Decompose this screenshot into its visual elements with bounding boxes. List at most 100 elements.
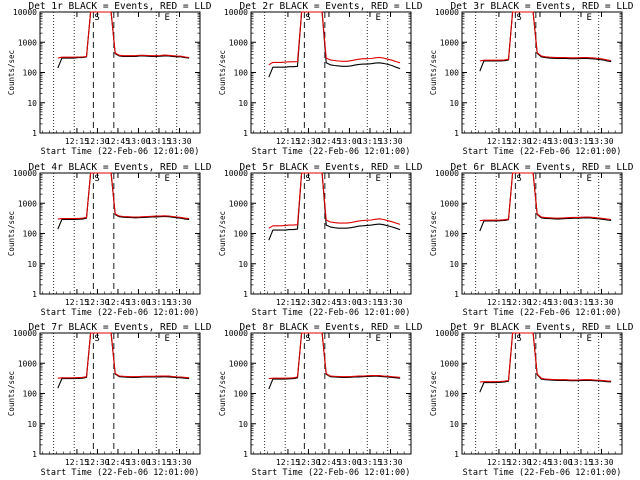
x-tick-label: 12:30	[507, 458, 531, 467]
x-tick-label: 13:15	[147, 137, 171, 146]
x-tick-label: 13:00	[337, 298, 361, 307]
y-tick-label: 10	[238, 99, 248, 108]
x-tick-label: 13:00	[548, 137, 572, 146]
series-events-line	[57, 172, 190, 230]
y-axis-label: Counts/sec	[429, 211, 438, 256]
y-axis-label: Counts/sec	[218, 50, 227, 95]
y-tick-label: 100	[23, 230, 38, 239]
y-tick-label: 100	[234, 390, 249, 399]
x-axis-label: Start Time (22-Feb-06 12:01:00)	[41, 468, 200, 478]
x-tick-label: 13:00	[126, 298, 150, 307]
series-lld-line	[57, 332, 190, 379]
end-marker: E	[375, 334, 380, 344]
y-tick-label: 100	[445, 69, 460, 78]
end-marker: E	[586, 13, 591, 23]
x-tick-label: 12:30	[85, 298, 109, 307]
series-events-line	[57, 11, 190, 69]
y-tick-label: 10000	[224, 8, 248, 17]
x-tick-label: 13:00	[337, 458, 361, 467]
y-tick-label: 10000	[13, 329, 37, 338]
series-lld-line	[479, 11, 612, 62]
x-tick-label: 13:15	[569, 458, 593, 467]
y-axis-label: Counts/sec	[7, 211, 16, 256]
x-tick-label: 13:30	[589, 298, 613, 307]
y-axis-label: Counts/sec	[218, 371, 227, 416]
start-marker: S	[305, 13, 310, 23]
y-tick-label: 1000	[440, 38, 459, 47]
x-tick-label: 12:30	[85, 458, 109, 467]
x-tick-label: 12:45	[106, 298, 130, 307]
series-events-line	[268, 11, 401, 78]
y-tick-label: 10000	[13, 169, 37, 178]
y-tick-label: 1	[454, 129, 459, 138]
y-tick-label: 100	[23, 69, 38, 78]
x-tick-label: 12:30	[507, 137, 531, 146]
x-tick-label: 12:45	[317, 298, 341, 307]
x-tick-label: 12:45	[317, 458, 341, 467]
x-tick-label: 12:45	[528, 298, 552, 307]
x-axis-label: Start Time (22-Feb-06 12:01:00)	[463, 468, 622, 478]
x-tick-label: 13:30	[589, 458, 613, 467]
x-tick-label: 12:15	[276, 137, 300, 146]
start-marker: S	[94, 174, 99, 184]
y-tick-label: 1000	[18, 359, 37, 368]
y-tick-label: 1000	[440, 359, 459, 368]
series-lld-line	[268, 172, 401, 229]
y-tick-label: 100	[445, 230, 460, 239]
chart-title: Det 7r BLACK = Events, RED = LLD	[28, 322, 211, 333]
x-tick-label: 13:15	[358, 137, 382, 146]
x-tick-label: 12:30	[296, 137, 320, 146]
y-tick-label: 10	[238, 420, 248, 429]
x-tick-label: 12:15	[65, 137, 89, 146]
y-tick-label: 1	[243, 129, 248, 138]
series-lld-line	[57, 172, 190, 220]
y-tick-label: 10	[449, 260, 459, 269]
end-marker: E	[164, 334, 169, 344]
end-marker: E	[164, 13, 169, 23]
end-marker: E	[375, 174, 380, 184]
chart-title: Det 6r BLACK = Events, RED = LLD	[450, 162, 633, 173]
y-tick-label: 1000	[440, 199, 459, 208]
y-tick-label: 10	[238, 260, 248, 269]
y-tick-label: 100	[445, 390, 460, 399]
x-tick-label: 13:30	[378, 298, 402, 307]
x-tick-label: 13:30	[378, 458, 402, 467]
x-tick-label: 12:45	[317, 137, 341, 146]
x-tick-label: 13:30	[167, 298, 191, 307]
end-marker: E	[586, 334, 591, 344]
x-tick-label: 12:15	[487, 137, 511, 146]
x-tick-label: 13:00	[548, 458, 572, 467]
x-tick-label: 12:45	[106, 137, 130, 146]
y-tick-label: 10000	[13, 8, 37, 17]
series-lld-line	[479, 332, 612, 383]
x-tick-label: 13:30	[167, 137, 191, 146]
end-marker: E	[164, 174, 169, 184]
x-tick-label: 12:30	[507, 298, 531, 307]
y-tick-label: 1	[32, 450, 37, 459]
x-axis-label: Start Time (22-Feb-06 12:01:00)	[252, 308, 411, 318]
x-tick-label: 13:00	[126, 137, 150, 146]
series-events-line	[479, 172, 612, 232]
x-axis-label: Start Time (22-Feb-06 12:01:00)	[41, 147, 200, 157]
x-tick-label: 12:30	[296, 458, 320, 467]
plot-frame	[39, 172, 201, 295]
series-events-line	[57, 332, 190, 389]
series-events-line	[479, 11, 612, 72]
x-tick-label: 12:15	[65, 458, 89, 467]
plot-frame	[39, 332, 201, 455]
x-tick-label: 12:30	[85, 137, 109, 146]
x-tick-label: 13:15	[147, 458, 171, 467]
x-tick-label: 12:15	[276, 458, 300, 467]
chart-title: Det 4r BLACK = Events, RED = LLD	[28, 162, 211, 173]
x-axis-label: Start Time (22-Feb-06 12:01:00)	[252, 147, 411, 157]
plot-frame	[250, 332, 412, 455]
